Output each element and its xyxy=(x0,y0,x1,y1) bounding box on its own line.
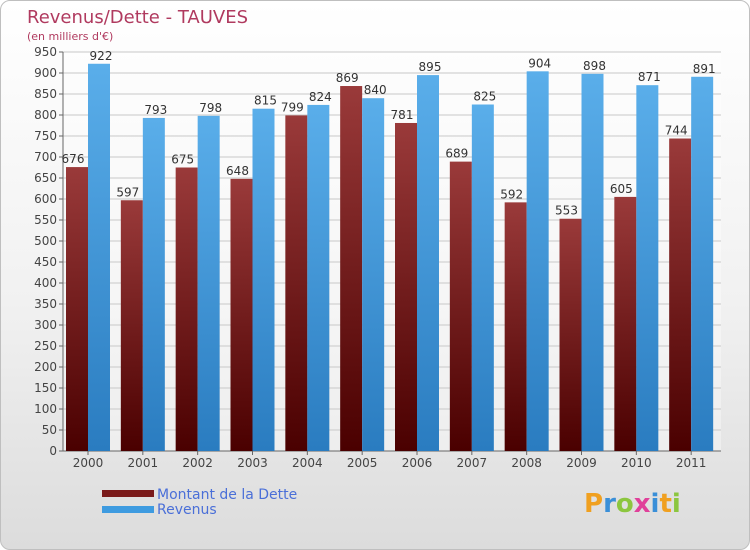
bar-revenue xyxy=(307,104,330,452)
data-label-revenue: 815 xyxy=(254,94,277,108)
bar-revenue xyxy=(417,75,439,451)
legend-swatch-debt xyxy=(102,490,154,497)
x-tick-label: 2011 xyxy=(676,456,707,470)
data-label-revenue: 871 xyxy=(638,70,661,84)
y-tick-label: 550 xyxy=(34,213,57,227)
bar-debt xyxy=(395,122,417,451)
bar-revenue xyxy=(471,104,494,451)
data-label-revenue: 825 xyxy=(473,90,496,104)
bar-debt xyxy=(449,161,472,451)
data-label-debt: 689 xyxy=(445,147,468,161)
y-tick-label: 450 xyxy=(34,255,57,269)
y-tick-label: 50 xyxy=(42,423,57,437)
bar-revenue xyxy=(636,85,659,452)
bar-revenue xyxy=(691,76,714,451)
data-label-revenue: 840 xyxy=(364,83,387,97)
bar-debt xyxy=(66,167,88,451)
data-label-debt: 592 xyxy=(500,187,523,201)
x-tick-label: 2009 xyxy=(566,456,597,470)
data-label-debt: 799 xyxy=(281,100,304,114)
data-label-debt: 553 xyxy=(555,204,578,218)
x-tick-label: 2003 xyxy=(237,456,268,470)
bar-revenue xyxy=(581,73,604,451)
x-tick-label: 2004 xyxy=(292,456,323,470)
bar-debt xyxy=(559,218,582,451)
proxiti-logo: Proxiti xyxy=(584,489,681,519)
x-tick-label: 2006 xyxy=(402,456,433,470)
bar-revenue xyxy=(252,108,275,451)
data-label-revenue: 895 xyxy=(419,60,442,74)
y-tick-label: 400 xyxy=(34,276,57,290)
bar-revenue xyxy=(197,115,220,451)
legend-label-revenue: Revenus xyxy=(157,502,217,518)
data-label-revenue: 824 xyxy=(309,90,332,104)
y-tick-label: 800 xyxy=(34,108,57,122)
bar-revenue xyxy=(88,63,110,451)
y-tick-label: 200 xyxy=(34,360,57,374)
data-label-debt: 597 xyxy=(116,185,139,199)
data-label-debt: 676 xyxy=(62,152,85,166)
data-label-revenue: 904 xyxy=(528,56,551,70)
x-tick-label: 2008 xyxy=(511,456,542,470)
bar-debt xyxy=(504,202,527,451)
data-label-revenue: 793 xyxy=(144,103,167,117)
x-tick-label: 2005 xyxy=(347,456,378,470)
x-tick-label: 2000 xyxy=(73,456,104,470)
chart-title: Revenus/Dette - TAUVES xyxy=(27,7,249,28)
y-tick-label: 0 xyxy=(49,444,57,458)
x-tick-label: 2007 xyxy=(457,456,488,470)
legend-swatch-revenue xyxy=(102,506,154,513)
data-label-debt: 781 xyxy=(391,108,414,122)
data-label-debt: 605 xyxy=(610,182,633,196)
bar-debt xyxy=(340,86,363,452)
y-tick-label: 900 xyxy=(34,66,57,80)
y-tick-label: 300 xyxy=(34,318,57,332)
y-tick-label: 150 xyxy=(34,381,57,395)
x-tick-label: 2010 xyxy=(621,456,652,470)
legend-label-debt: Montant de la Dette xyxy=(157,487,298,503)
y-tick-label: 750 xyxy=(34,129,57,143)
y-tick-label: 350 xyxy=(34,297,57,311)
data-label-debt: 675 xyxy=(171,153,194,167)
chart-subtitle: (en milliers d'€) xyxy=(27,30,114,43)
y-tick-label: 600 xyxy=(34,192,57,206)
bar-debt xyxy=(120,200,143,451)
data-label-revenue: 898 xyxy=(583,59,606,73)
y-tick-label: 500 xyxy=(34,234,57,248)
data-label-debt: 648 xyxy=(226,164,249,178)
bar-revenue xyxy=(362,98,385,451)
bar-debt xyxy=(669,138,692,451)
data-label-debt: 744 xyxy=(665,124,688,138)
y-tick-label: 700 xyxy=(34,150,57,164)
plot-area xyxy=(63,52,721,451)
bar-debt xyxy=(614,196,637,451)
data-label-revenue: 922 xyxy=(90,49,113,63)
y-tick-label: 250 xyxy=(34,339,57,353)
y-tick-label: 950 xyxy=(34,45,57,59)
y-tick-label: 100 xyxy=(34,402,57,416)
bar-debt xyxy=(230,178,253,451)
bar-revenue xyxy=(142,117,165,451)
bar-debt xyxy=(175,167,198,451)
data-label-debt: 869 xyxy=(336,71,359,85)
bar-debt xyxy=(285,115,308,452)
y-tick-label: 650 xyxy=(34,171,57,185)
y-tick-label: 850 xyxy=(34,87,57,101)
data-label-revenue: 798 xyxy=(199,101,222,115)
bar-revenue xyxy=(526,71,549,451)
x-tick-label: 2002 xyxy=(182,456,213,470)
data-label-revenue: 891 xyxy=(693,62,716,76)
x-tick-label: 2001 xyxy=(128,456,159,470)
